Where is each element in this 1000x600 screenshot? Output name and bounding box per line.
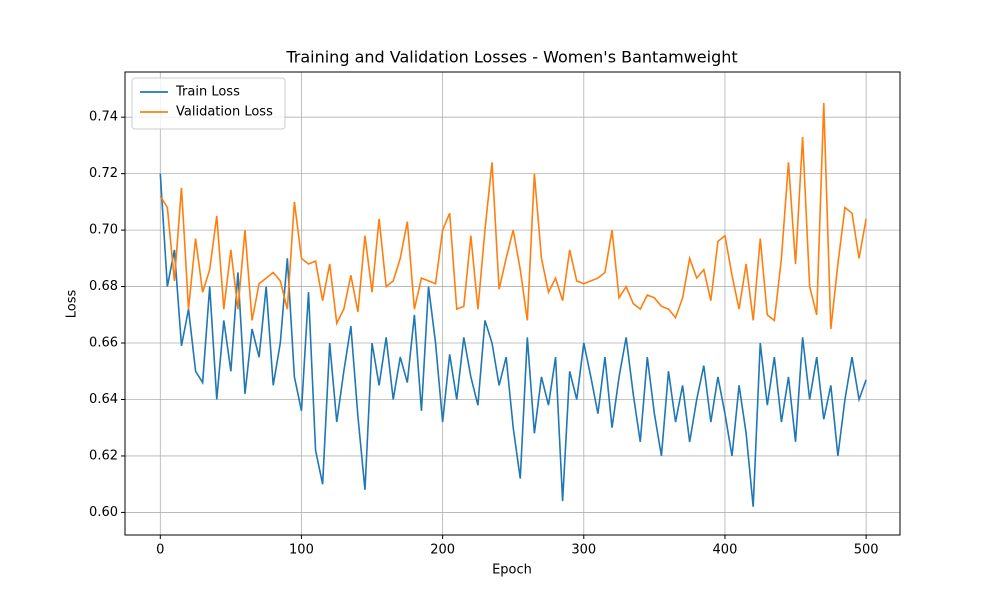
series-line bbox=[159, 173, 867, 507]
legend-label: Validation Loss bbox=[176, 105, 273, 120]
legend-box bbox=[131, 77, 286, 130]
chart-title: Training and Validation Losses - Women's… bbox=[285, 48, 737, 67]
y-tick-label: 0.72 bbox=[89, 166, 118, 181]
legend-label: Train Loss bbox=[175, 85, 240, 100]
y-tick-label: 0.60 bbox=[89, 505, 118, 520]
x-tick-label: 400 bbox=[713, 543, 738, 558]
y-tick-label: 0.74 bbox=[89, 110, 118, 125]
series-line bbox=[159, 103, 867, 329]
x-tick-label: 500 bbox=[854, 543, 879, 558]
y-tick-label: 0.62 bbox=[89, 448, 118, 463]
y-tick-label: 0.68 bbox=[89, 279, 118, 294]
plot-frame bbox=[124, 71, 901, 536]
x-axis-label: Epoch bbox=[492, 563, 532, 578]
x-tick-label: 100 bbox=[289, 543, 314, 558]
y-tick-label: 0.66 bbox=[89, 336, 118, 351]
y-axis-label: Loss bbox=[65, 290, 80, 319]
y-tick-label: 0.70 bbox=[89, 223, 118, 238]
x-tick-label: 300 bbox=[571, 543, 596, 558]
x-tick-label: 200 bbox=[430, 543, 455, 558]
x-tick-label: 0 bbox=[156, 543, 164, 558]
y-tick-label: 0.64 bbox=[89, 392, 118, 407]
